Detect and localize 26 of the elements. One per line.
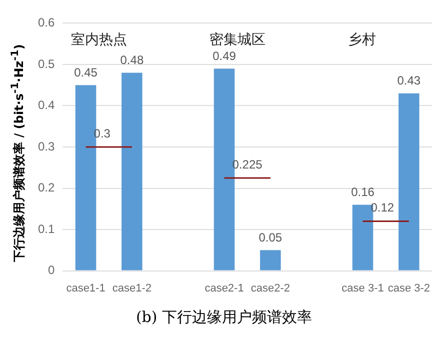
- x-tick-label: case2-2: [250, 282, 290, 294]
- annotation: 乡村: [348, 32, 376, 48]
- annotation: 密集城区: [209, 32, 266, 48]
- bar: [260, 250, 281, 270]
- x-tick-label: case 3-2: [388, 282, 430, 294]
- x-tick-label: case 3-1: [342, 282, 384, 294]
- data-label: 0.43: [397, 74, 421, 88]
- y-tick-label: 0.6: [38, 16, 55, 30]
- data-label: 0.16: [351, 185, 375, 200]
- y-tick-label: 0.5: [38, 56, 55, 71]
- annotation: 室内热点: [70, 32, 127, 48]
- y-tick-label: 0: [48, 263, 55, 278]
- data-label: 0.45: [74, 65, 98, 80]
- bar: [398, 93, 420, 270]
- x-tick-label: case2-1: [204, 282, 244, 294]
- y-tick-label: 0.2: [38, 180, 55, 195]
- text: (b) 下行边缘用户频谱效率: [134, 308, 314, 327]
- bar: [122, 72, 142, 270]
- y-tick-label: 0.1: [38, 222, 55, 236]
- data-label: 0.48: [120, 53, 144, 68]
- data-label: 0.05: [258, 230, 282, 244]
- y-tick-label: 0.4: [38, 98, 55, 112]
- x-tick-label: case1-1: [66, 282, 106, 294]
- x-tick-label: case1-2: [112, 282, 152, 294]
- data-label: 0.49: [212, 48, 236, 63]
- y-tick-label: 0.3: [38, 139, 55, 154]
